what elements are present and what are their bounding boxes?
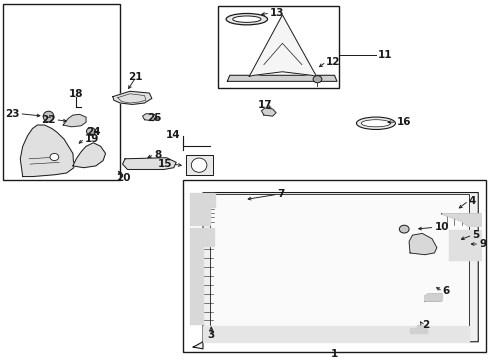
Polygon shape xyxy=(193,193,477,349)
Text: 10: 10 xyxy=(433,222,448,232)
Text: 2: 2 xyxy=(421,320,428,330)
Ellipse shape xyxy=(356,117,395,130)
Polygon shape xyxy=(189,193,215,225)
Text: 25: 25 xyxy=(147,113,161,123)
Ellipse shape xyxy=(232,16,261,22)
Polygon shape xyxy=(448,230,480,260)
Text: 19: 19 xyxy=(84,134,99,144)
Text: 3: 3 xyxy=(207,330,214,340)
Text: 20: 20 xyxy=(116,173,131,183)
Polygon shape xyxy=(113,91,151,104)
Polygon shape xyxy=(142,114,156,121)
Polygon shape xyxy=(63,114,86,127)
Ellipse shape xyxy=(43,111,54,122)
Text: 9: 9 xyxy=(478,239,486,249)
Bar xyxy=(217,6,339,88)
Text: 23: 23 xyxy=(5,109,19,119)
Text: 14: 14 xyxy=(165,130,180,140)
Text: 21: 21 xyxy=(128,72,142,82)
Ellipse shape xyxy=(312,76,321,83)
Polygon shape xyxy=(20,125,74,176)
Polygon shape xyxy=(249,15,316,76)
Polygon shape xyxy=(185,155,212,175)
Ellipse shape xyxy=(399,225,408,233)
Ellipse shape xyxy=(191,158,206,172)
Bar xyxy=(3,4,120,180)
Ellipse shape xyxy=(361,120,390,127)
Text: 13: 13 xyxy=(270,8,284,18)
Text: 15: 15 xyxy=(158,159,172,169)
Text: 22: 22 xyxy=(41,115,55,125)
Text: 6: 6 xyxy=(442,286,449,296)
Polygon shape xyxy=(261,108,276,116)
Text: 11: 11 xyxy=(377,50,391,60)
Text: 4: 4 xyxy=(468,196,475,206)
Ellipse shape xyxy=(86,127,95,135)
Text: 12: 12 xyxy=(325,57,340,67)
Text: 7: 7 xyxy=(277,189,285,199)
Text: 24: 24 xyxy=(86,127,101,137)
Polygon shape xyxy=(189,228,214,324)
Polygon shape xyxy=(203,326,468,342)
Text: 5: 5 xyxy=(471,230,479,240)
Polygon shape xyxy=(227,75,336,81)
Bar xyxy=(183,180,485,352)
Polygon shape xyxy=(441,214,480,226)
Polygon shape xyxy=(210,194,468,326)
Polygon shape xyxy=(424,294,441,301)
Text: 16: 16 xyxy=(396,117,410,127)
Text: 18: 18 xyxy=(69,89,83,99)
Text: 17: 17 xyxy=(258,100,272,110)
Ellipse shape xyxy=(225,13,267,25)
Ellipse shape xyxy=(50,153,59,161)
Polygon shape xyxy=(73,143,105,168)
Polygon shape xyxy=(408,233,436,255)
Text: 1: 1 xyxy=(330,349,338,359)
Polygon shape xyxy=(122,158,176,170)
Polygon shape xyxy=(409,325,426,333)
Text: 8: 8 xyxy=(154,149,161,159)
